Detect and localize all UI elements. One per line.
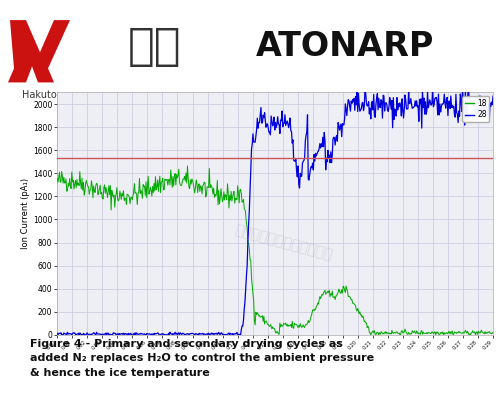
Line: 28: 28 [57, 88, 493, 335]
28 [312, 159, 318, 164]
Text: ATONARP: ATONARP [256, 30, 434, 63]
18 [384, 330, 390, 335]
Line: 18: 18 [57, 166, 493, 335]
Text: Figure 4 - Primary and secondary drying cycles as
added N₂ replaces H₂O to contr: Figure 4 - Primary and secondary drying … [30, 339, 374, 378]
28 [252, 140, 258, 145]
28 [60, 332, 66, 337]
28 [490, 94, 496, 99]
18 [312, 307, 318, 312]
Y-axis label: Ion Current (pA₁): Ion Current (pA₁) [21, 178, 30, 249]
28 [167, 330, 173, 335]
18 [131, 181, 137, 186]
28 [383, 100, 389, 105]
18 [368, 332, 374, 337]
28 [54, 331, 60, 336]
18 [184, 164, 190, 169]
28 [346, 99, 352, 104]
28 [132, 330, 138, 335]
18 [166, 177, 172, 182]
18 [490, 330, 496, 335]
Text: 伯東: 伯東 [128, 25, 182, 68]
18 [54, 176, 60, 181]
18 [346, 294, 352, 299]
Text: 伯东企业（上海）有限公司: 伯东企业（上海）有限公司 [234, 223, 334, 263]
Text: Hakuto: Hakuto [21, 90, 56, 100]
Legend: 18, 28: 18, 28 [462, 96, 489, 122]
28 [465, 85, 471, 90]
Polygon shape [8, 20, 70, 83]
18 [252, 323, 258, 328]
